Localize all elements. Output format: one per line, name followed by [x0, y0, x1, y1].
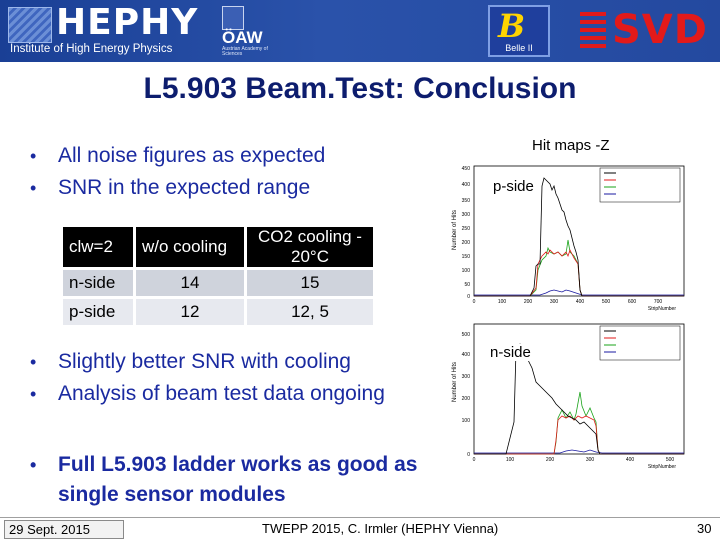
- bullet-item: • SNR in the expected range: [30, 172, 325, 204]
- bullet-item: • Slightly better SNR with cooling: [30, 346, 385, 378]
- x-axis-label: StripNumber: [648, 306, 676, 312]
- belle-wordmark: Belle II: [505, 43, 533, 53]
- svg-text:350: 350: [462, 198, 471, 204]
- hephy-mark-icon: [8, 7, 52, 43]
- n-side-hitmap-plot: Number of Hits 500 400 300 200 100 0 0 1…: [452, 323, 685, 470]
- table-cell: 15: [247, 270, 373, 296]
- n-side-hitmap-image: Number of Hits 500 400 300 200 100 0 0 1…: [450, 322, 690, 470]
- table-header-cell: CO2 cooling - 20°C: [247, 227, 373, 267]
- svg-text:200: 200: [462, 396, 471, 402]
- footer-divider: [0, 517, 720, 518]
- n-side-label: n-side: [490, 344, 531, 361]
- svg-text:250: 250: [462, 226, 471, 232]
- header-banner: HEPHY Institute of High Energy Physics Ö…: [0, 0, 720, 62]
- bullet-list-bottom: • Full L5.903 ladder works as good as sin…: [30, 450, 450, 510]
- bullet-item: • Full L5.903 ladder works as good as sin…: [30, 450, 450, 510]
- svg-text:600: 600: [628, 299, 637, 305]
- svd-wordmark: SVD: [612, 7, 708, 53]
- svg-text:200: 200: [462, 240, 471, 246]
- svg-text:100: 100: [462, 268, 471, 274]
- bullet-list-middle: • Slightly better SNR with cooling • Analy…: [30, 346, 385, 410]
- snr-table: clw=2 w/o cooling CO2 cooling - 20°C n-s…: [60, 224, 376, 328]
- bullet-dot-icon: •: [30, 146, 37, 166]
- svg-text:400: 400: [462, 352, 471, 358]
- academy-building-icon: [222, 6, 244, 30]
- svg-text:500: 500: [462, 332, 471, 338]
- footer-date: 29 Sept. 2015: [4, 520, 124, 539]
- svd-stripes-icon: [580, 12, 606, 52]
- svg-text:300: 300: [462, 212, 471, 218]
- table-cell: 14: [136, 270, 244, 296]
- svg-text:700: 700: [654, 299, 663, 305]
- bullet-text: All noise figures as expected: [58, 144, 326, 167]
- footer-conference: TWEPP 2015, C. Irmler (HEPHY Vienna): [262, 521, 499, 536]
- svg-text:400: 400: [626, 457, 635, 463]
- bullet-item: • All noise figures as expected: [30, 140, 325, 172]
- svg-text:0: 0: [473, 299, 476, 305]
- bullet-dot-icon: •: [30, 384, 37, 404]
- svg-text:400: 400: [576, 299, 585, 305]
- svg-text:0: 0: [467, 452, 470, 458]
- bullet-text: Full L5.903 ladder works as good as sing…: [58, 453, 418, 506]
- svg-text:0: 0: [473, 457, 476, 463]
- svg-text:500: 500: [666, 457, 675, 463]
- svg-text:200: 200: [524, 299, 533, 305]
- svg-text:100: 100: [498, 299, 507, 305]
- hephy-subtitle: Institute of High Energy Physics: [10, 43, 173, 55]
- table-header-row: clw=2 w/o cooling CO2 cooling - 20°C: [63, 227, 373, 267]
- svg-text:300: 300: [586, 457, 595, 463]
- oaw-subtitle: Austrian Academy of Sciences: [222, 46, 268, 57]
- oaw-wordmark: ÖAW: [222, 28, 263, 47]
- slide-title: L5.903 Beam.Test: Conclusion: [143, 72, 577, 105]
- svg-text:150: 150: [462, 254, 471, 260]
- belle-ii-logo: B Belle II: [488, 5, 550, 57]
- table-cell: 12: [136, 299, 244, 325]
- svg-text:Number of Hits: Number of Hits: [452, 362, 458, 402]
- p-side-label: p-side: [493, 178, 534, 195]
- hitmaps-heading: Hit maps -Z: [532, 137, 610, 154]
- svg-text:300: 300: [550, 299, 559, 305]
- svg-text:100: 100: [506, 457, 515, 463]
- bullet-list-top: • All noise figures as expected • SNR in t…: [30, 140, 325, 204]
- svg-text:50: 50: [464, 282, 470, 288]
- table-row: p-side 12 12, 5: [63, 299, 373, 325]
- oaw-logo: ÖAW Austrian Academy of Sciences: [222, 4, 274, 58]
- svg-text:200: 200: [546, 457, 555, 463]
- p-side-hitmap-image: Number of Hits 450 400 350 300 250 200 1…: [450, 160, 690, 320]
- table-header-cell: w/o cooling: [136, 227, 244, 267]
- svg-text:400: 400: [462, 182, 471, 188]
- hephy-logo: HEPHY Institute of High Energy Physics: [4, 3, 204, 57]
- table-header-cell: clw=2: [63, 227, 133, 267]
- bullet-dot-icon: •: [30, 455, 37, 475]
- p-side-hitmap-plot: Number of Hits 450 400 350 300 250 200 1…: [452, 165, 685, 312]
- bullet-dot-icon: •: [30, 178, 37, 198]
- bullet-text: SNR in the expected range: [58, 176, 311, 199]
- table-cell: p-side: [63, 299, 133, 325]
- bullet-text: Analysis of beam test data ongoing: [58, 382, 385, 405]
- belle-b-icon: B: [498, 7, 526, 45]
- table-cell: 12, 5: [247, 299, 373, 325]
- table-cell: n-side: [63, 270, 133, 296]
- svg-text:500: 500: [602, 299, 611, 305]
- hephy-wordmark: HEPHY: [56, 2, 199, 43]
- table-row: n-side 14 15: [63, 270, 373, 296]
- x-axis-label: StripNumber: [648, 464, 676, 470]
- svg-text:Number of Hits: Number of Hits: [452, 210, 458, 250]
- svg-text:450: 450: [462, 166, 471, 172]
- bullet-item: • Analysis of beam test data ongoing: [30, 378, 385, 410]
- bullet-dot-icon: •: [30, 352, 37, 372]
- bullet-text: Slightly better SNR with cooling: [58, 350, 351, 373]
- page-number: 30: [697, 521, 712, 536]
- svg-text:100: 100: [462, 418, 471, 424]
- svd-logo: SVD: [580, 6, 716, 56]
- svg-text:0: 0: [467, 294, 470, 300]
- svg-text:300: 300: [462, 374, 471, 380]
